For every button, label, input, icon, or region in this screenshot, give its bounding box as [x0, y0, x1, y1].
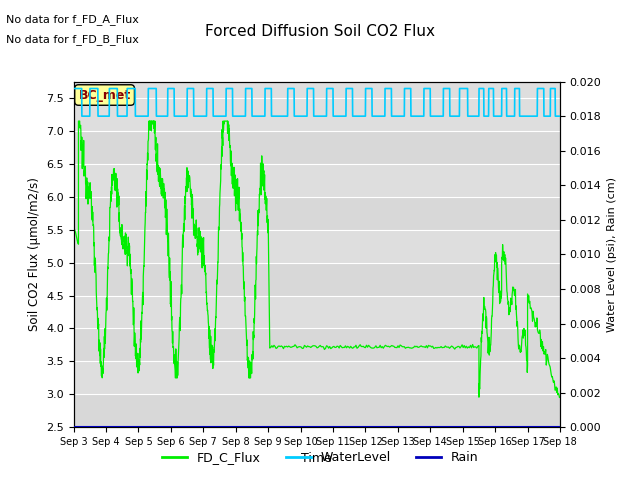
Y-axis label: Water Level (psi), Rain (cm): Water Level (psi), Rain (cm) [607, 177, 617, 332]
Text: No data for f_FD_B_Flux: No data for f_FD_B_Flux [6, 34, 140, 45]
Text: No data for f_FD_A_Flux: No data for f_FD_A_Flux [6, 14, 140, 25]
Bar [74, 197, 560, 230]
Bar [74, 394, 560, 427]
Legend: FD_C_Flux, WaterLevel, Rain: FD_C_Flux, WaterLevel, Rain [157, 446, 483, 469]
X-axis label: Time: Time [301, 453, 332, 466]
Text: BC_met: BC_met [79, 88, 131, 101]
Bar [74, 131, 560, 164]
Bar [74, 328, 560, 361]
Y-axis label: Soil CO2 Flux (μmol/m2/s): Soil CO2 Flux (μmol/m2/s) [28, 178, 40, 331]
Bar [74, 263, 560, 296]
Text: Forced Diffusion Soil CO2 Flux: Forced Diffusion Soil CO2 Flux [205, 24, 435, 39]
